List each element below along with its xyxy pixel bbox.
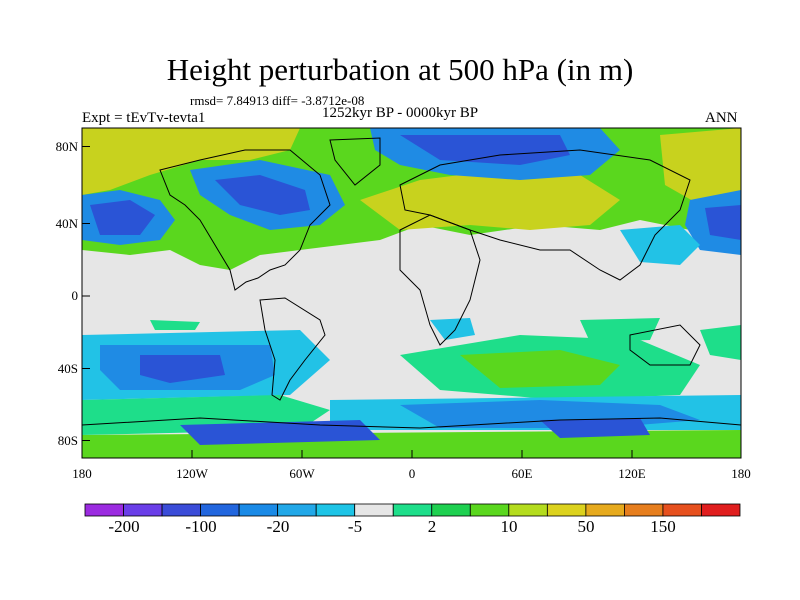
colorbar-box (701, 503, 741, 517)
coast-greenland (329, 137, 381, 186)
colorbar-box (84, 503, 124, 517)
coast-south-america (259, 297, 326, 401)
page-title: Height perturbation at 500 hPa (in m) (166, 52, 634, 87)
lon-label-60w: 60W (289, 466, 315, 481)
experiment-label: Expt = tEvTv-tevta1 (82, 110, 206, 126)
period-label: 1252kyr BP - 0000kyr BP (322, 105, 479, 121)
colorbar-box (315, 503, 356, 517)
colorbar-box (392, 503, 433, 517)
colorbar-box (238, 503, 279, 517)
field-strong-positive-eurasia (360, 170, 620, 230)
lat-label-40n: 40N (56, 216, 79, 231)
field-deep-negative-pacific-west (90, 200, 155, 235)
field-deep-negative-arctic (400, 135, 570, 165)
colorbar-box (508, 503, 548, 517)
field-positive-south-indian (460, 350, 620, 388)
coast-eurasia (399, 149, 691, 281)
stats-text: rmsd= 7.84913 diff= -3.8712e-08 (190, 93, 365, 108)
lat-label-0: 0 (72, 288, 79, 303)
colorbar-label-150: 150 (650, 517, 676, 536)
colorbar-box (469, 503, 510, 517)
field-weak-positive-indian (580, 318, 660, 342)
field-weak-positive-southeast (700, 325, 741, 360)
coast-antarctica (82, 417, 741, 429)
field-strong-positive-neast (660, 128, 741, 205)
field-weak-positive-pacific (150, 320, 200, 330)
field-weak-negative-atlantic (430, 318, 475, 340)
colorbar-box (200, 503, 240, 517)
lat-label-80s: 80S (58, 433, 78, 448)
lat-label-40s: 40S (58, 361, 78, 376)
lon-label-0: 0 (409, 466, 416, 481)
colorbar-box (546, 503, 587, 517)
colorbar-box (123, 503, 163, 517)
lon-label-120e: 120E (618, 466, 646, 481)
season-label: ANN (705, 110, 738, 126)
colorbar-label-minus-5: -5 (348, 517, 362, 536)
colorbar-label-minus-100: -100 (185, 517, 216, 536)
lat-label-80n: 80N (56, 139, 79, 154)
lat-axis: 80N 40N 0 40S 80S (56, 139, 90, 448)
contour-field (82, 128, 741, 458)
lon-label-120w: 120W (176, 466, 209, 481)
colorbar-box (624, 503, 664, 517)
colorbar-label-2: 2 (428, 517, 437, 536)
coastlines (82, 137, 741, 429)
colorbar-box (161, 503, 201, 517)
lon-label-180w: 180 (72, 466, 92, 481)
field-deep-negative-antarctic-west (180, 420, 380, 445)
colorbar-box (277, 503, 317, 517)
field-deep-negative-pacific-east (705, 205, 741, 240)
lon-label-180e: 180 (731, 466, 751, 481)
colorbar-labels: -200 -100 -20 -5 2 10 50 150 (108, 517, 675, 536)
colorbar-label-minus-200: -200 (108, 517, 139, 536)
colorbar-box (585, 503, 625, 517)
colorbar-label-50: 50 (578, 517, 595, 536)
colorbar-box (354, 503, 394, 517)
field-weak-negative-asia (620, 225, 700, 265)
colorbar-label-minus-20: -20 (267, 517, 290, 536)
colorbar-box (431, 503, 471, 517)
lon-label-60e: 60E (512, 466, 533, 481)
field-deep-negative-north-america (215, 175, 310, 215)
lon-axis: 180 120W 60W 0 60E 120E 180 (72, 450, 751, 481)
colorbar-box (662, 503, 702, 517)
field-deep-negative-south-pacific (140, 355, 225, 383)
field-deep-negative-antarctic-east (540, 418, 650, 438)
coast-australia (629, 324, 701, 366)
coast-north-america (159, 149, 331, 291)
colorbar-label-10: 10 (501, 517, 518, 536)
colorbar (84, 503, 741, 517)
field-strong-positive-nwest (82, 128, 300, 195)
